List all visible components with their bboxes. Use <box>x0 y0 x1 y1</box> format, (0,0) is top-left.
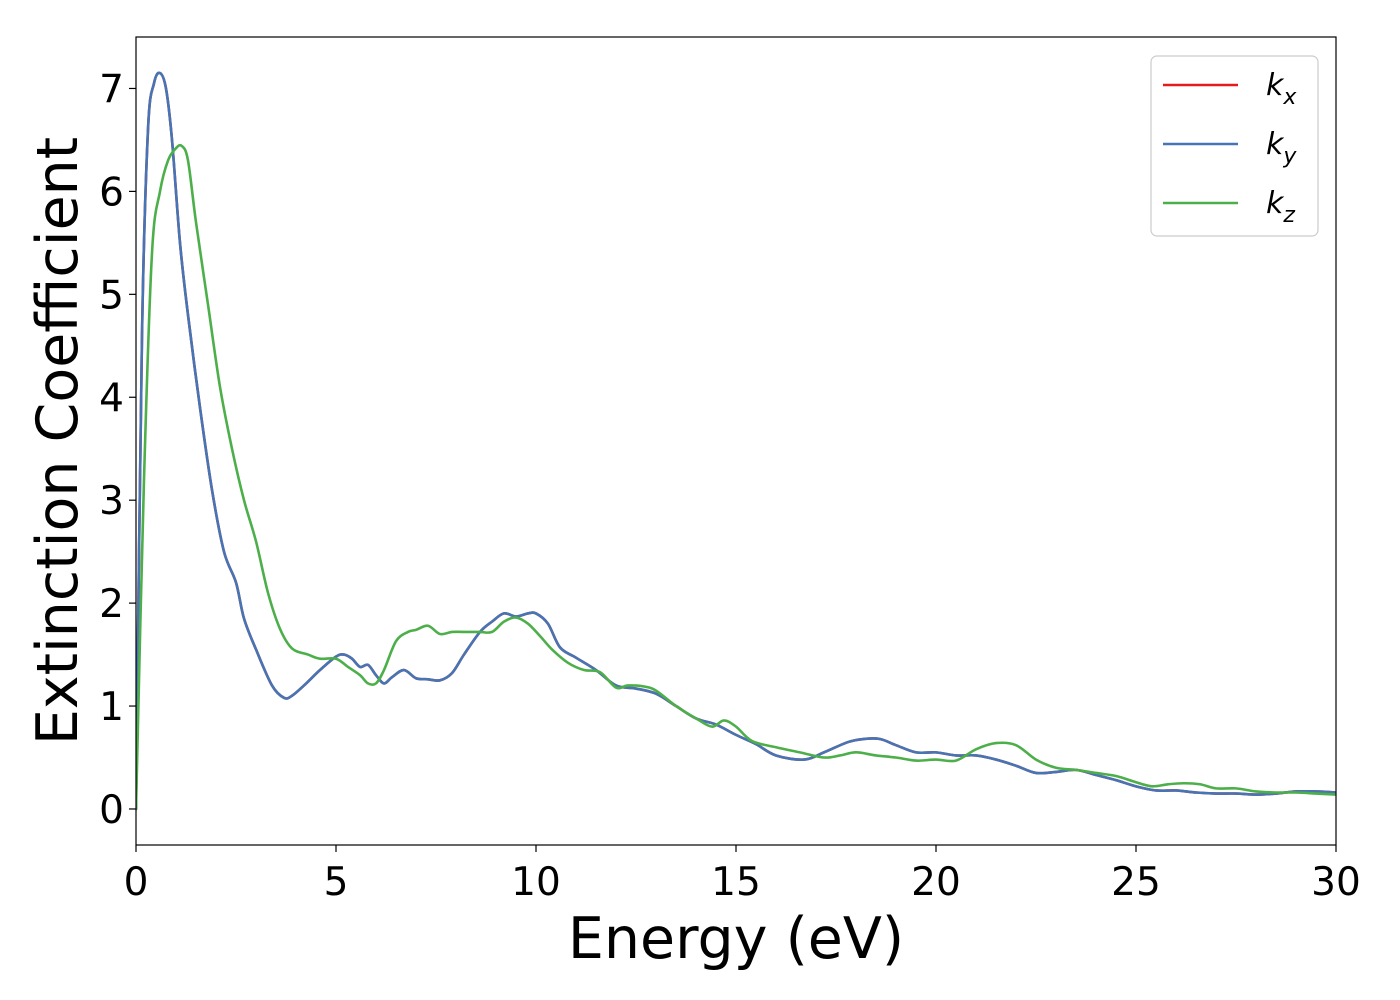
y-axis-label: Extinction Coefficient <box>25 137 91 745</box>
y-tick-label: 6 <box>99 170 124 215</box>
y-tick-label: 3 <box>99 479 124 524</box>
legend-label-z: kz <box>1266 186 1295 228</box>
legend-label-subscript: z <box>1282 203 1295 228</box>
legend-label-base: k <box>1266 127 1285 162</box>
y-tick-label: 7 <box>99 67 124 112</box>
y-tick-label: 0 <box>99 788 124 833</box>
x-tick-label: 15 <box>711 860 761 905</box>
series-line-z <box>136 143 1336 811</box>
x-tick-label: 10 <box>511 860 561 905</box>
x-tick-label: 0 <box>124 860 149 905</box>
legend-label-subscript: x <box>1282 85 1297 110</box>
x-tick-label: 20 <box>911 860 961 905</box>
y-tick-label: 5 <box>99 273 124 318</box>
x-axis-label: Energy (eV) <box>568 906 904 972</box>
legend-box <box>1150 55 1319 237</box>
x-axis: 0 5 10 15 20 25 30 <box>124 845 1361 905</box>
y-tick-label: 4 <box>99 376 124 421</box>
y-axis: 0 1 2 3 4 5 6 7 <box>99 67 136 833</box>
legend-label-x: kx <box>1266 68 1297 110</box>
legend-label-base: k <box>1266 68 1285 103</box>
x-tick-label: 5 <box>324 860 349 905</box>
plot-lines <box>136 71 1336 811</box>
legend-label-y: ky <box>1266 127 1297 169</box>
series-line-y <box>136 71 1336 811</box>
legend-label-subscript: y <box>1282 144 1297 169</box>
y-tick-label: 1 <box>99 685 124 730</box>
x-tick-label: 25 <box>1111 860 1161 905</box>
y-tick-label: 2 <box>99 582 124 627</box>
legend-label-base: k <box>1266 186 1285 221</box>
x-tick-label: 30 <box>1311 860 1361 905</box>
